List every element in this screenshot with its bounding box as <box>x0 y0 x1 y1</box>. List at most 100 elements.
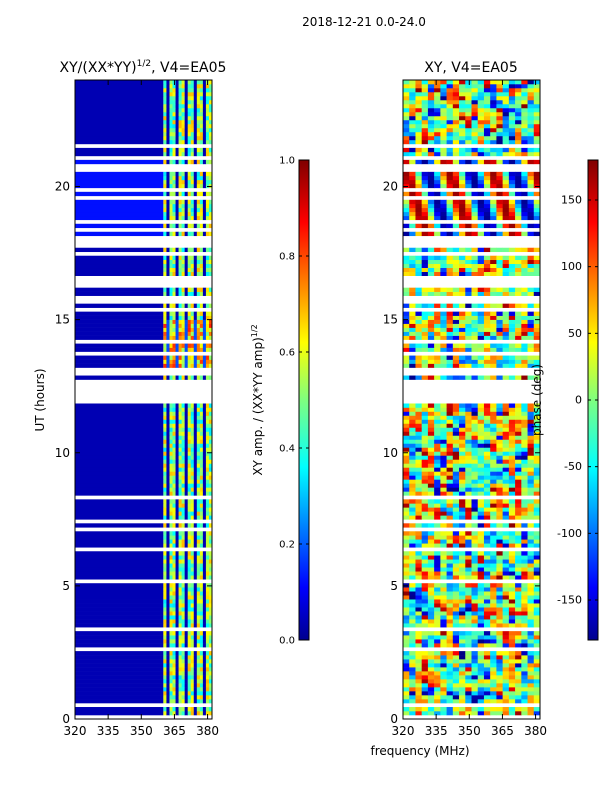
amplitude-cell <box>187 291 192 296</box>
amplitude-cell <box>178 171 182 177</box>
phase-cell <box>477 523 485 528</box>
amplitude-cell <box>166 491 170 496</box>
phase-cell <box>502 151 510 157</box>
amplitude-cell <box>172 415 176 420</box>
amplitude-cell <box>75 559 164 564</box>
phase-cell <box>502 555 510 560</box>
amplitude-cell <box>178 567 182 572</box>
phase-cell <box>483 83 491 89</box>
phase-cell <box>496 439 503 444</box>
phase-cell <box>446 631 454 636</box>
phase-cell <box>440 115 447 121</box>
phase-cell <box>427 595 435 600</box>
phase-cell <box>533 631 541 636</box>
phase-cell <box>483 591 491 596</box>
amplitude-cell <box>181 175 185 181</box>
amplitude-cell <box>178 327 182 332</box>
amplitude-cell <box>178 671 182 676</box>
amplitude-cell <box>163 111 167 117</box>
amplitude-cell <box>196 511 201 516</box>
phase-cell <box>446 471 454 476</box>
phase-cell <box>490 675 497 680</box>
phase-cell <box>521 635 528 640</box>
amplitude-cell <box>205 607 210 612</box>
phase-cell <box>421 551 429 556</box>
amplitude-cell <box>202 459 207 464</box>
amplitude-cell <box>199 147 204 153</box>
phase-cell <box>490 331 497 336</box>
phase-cell <box>427 211 435 217</box>
amplitude-cell <box>178 603 182 608</box>
phase-cell <box>421 439 429 444</box>
amplitude-cell <box>187 151 192 157</box>
phase-cell <box>508 707 516 712</box>
phase-cell <box>502 591 510 596</box>
phase-cell <box>477 667 485 672</box>
amplitude-cell <box>193 327 198 332</box>
amplitude-cell <box>172 131 176 137</box>
amplitude-cell <box>193 711 198 716</box>
phase-cell <box>508 635 516 640</box>
amplitude-cell <box>190 419 195 424</box>
amplitude-cell <box>199 631 204 636</box>
amplitude-cell <box>199 447 204 452</box>
amplitude-cell <box>202 403 207 408</box>
amplitude-cell <box>75 107 164 113</box>
phase-cell <box>477 247 485 253</box>
phase-cell <box>440 199 447 205</box>
amplitude-cell <box>163 407 167 412</box>
amplitude-cell <box>172 455 176 460</box>
phase-cell <box>521 467 528 472</box>
amplitude-cell <box>190 183 195 189</box>
amplitude-cell <box>172 587 176 592</box>
amplitude-cell <box>193 267 198 272</box>
amplitude-cell <box>187 211 192 217</box>
phase-cell <box>403 263 410 269</box>
phase-cell <box>527 171 535 177</box>
phase-cell <box>502 179 510 185</box>
phase-cell <box>477 599 485 604</box>
amplitude-cell <box>166 359 170 364</box>
amplitude-cell <box>75 587 164 592</box>
amplitude-cell <box>184 80 188 85</box>
amplitude-cell <box>193 183 198 189</box>
amplitude-cell <box>205 699 210 704</box>
amplitude-cell <box>172 675 176 680</box>
phase-cell <box>483 575 491 580</box>
phase-cell <box>483 119 491 125</box>
phase-cell <box>421 655 429 660</box>
phase-cell <box>496 415 503 420</box>
phase-cell <box>471 127 479 133</box>
phase-cell <box>403 515 410 520</box>
phase-cell <box>459 83 466 89</box>
phase-cell <box>502 563 510 568</box>
phase-cell <box>477 87 485 93</box>
phase-cell <box>521 123 528 129</box>
amplitude-cell <box>202 95 207 101</box>
phase-cell <box>440 559 447 564</box>
phase-cell <box>415 531 422 536</box>
phase-cell <box>440 675 447 680</box>
phase-cell <box>527 539 535 544</box>
phase-cell <box>459 499 466 504</box>
phase-cell <box>483 407 491 412</box>
phase-cell <box>421 559 429 564</box>
phase-cell <box>409 179 416 185</box>
amplitude-cell <box>208 575 213 580</box>
amplitude-cell <box>181 567 185 572</box>
phase-cell <box>465 539 472 544</box>
amplitude-cell <box>178 423 182 428</box>
phase-cell <box>496 635 503 640</box>
phase-cell <box>490 411 497 416</box>
amplitude-cell <box>169 563 173 568</box>
amplitude-cell <box>163 543 167 548</box>
phase-cell <box>409 139 416 145</box>
phase-cell <box>527 583 535 588</box>
amplitude-cell <box>163 599 167 604</box>
phase-cell <box>440 95 447 101</box>
amplitude-cell <box>178 315 182 320</box>
phase-cell <box>403 343 410 348</box>
amplitude-cell <box>172 451 176 456</box>
phase-cell <box>434 255 441 261</box>
amplitude-cell <box>199 175 204 181</box>
